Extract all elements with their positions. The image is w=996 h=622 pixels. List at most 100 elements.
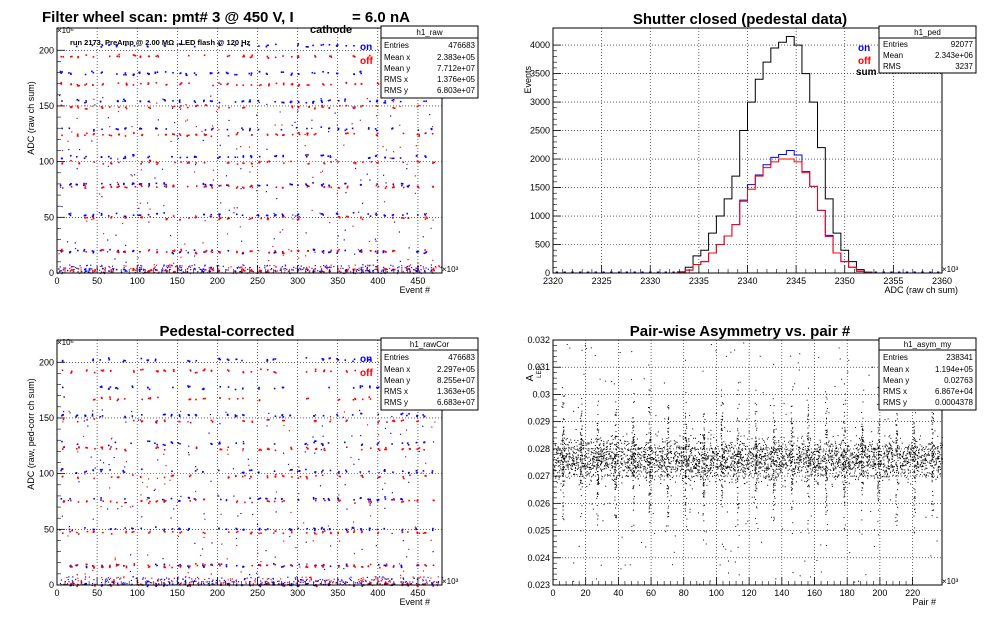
cor-point bbox=[305, 579, 308, 581]
asym-point bbox=[604, 465, 606, 467]
cor-point bbox=[196, 564, 199, 567]
asym-point bbox=[856, 456, 858, 458]
cor-point bbox=[228, 582, 230, 584]
asym-point bbox=[764, 441, 766, 443]
cor-point bbox=[88, 576, 90, 578]
cor-point bbox=[290, 528, 293, 531]
asym-point bbox=[858, 437, 860, 439]
asym-point bbox=[704, 458, 706, 460]
cor-point bbox=[400, 413, 403, 416]
raw-point bbox=[297, 85, 300, 87]
asym-point bbox=[624, 447, 626, 449]
raw-point bbox=[91, 140, 93, 142]
raw-point bbox=[76, 117, 78, 120]
raw-point bbox=[406, 212, 409, 215]
cor-point bbox=[283, 540, 285, 542]
asym-point bbox=[580, 472, 582, 474]
asym-point bbox=[757, 461, 759, 463]
raw-point bbox=[203, 251, 205, 253]
asym-point bbox=[691, 448, 693, 450]
raw-point bbox=[249, 127, 251, 130]
cor-point bbox=[359, 386, 362, 389]
raw-point bbox=[381, 269, 383, 271]
raw-point bbox=[257, 128, 260, 131]
cor-point bbox=[195, 490, 197, 493]
cor-point bbox=[305, 541, 307, 543]
asym-point bbox=[811, 458, 813, 460]
raw-point bbox=[180, 108, 182, 110]
cor-point bbox=[337, 566, 340, 568]
cor-point bbox=[317, 579, 319, 582]
raw-point bbox=[249, 128, 251, 131]
raw-point bbox=[298, 132, 300, 134]
raw-point bbox=[338, 187, 341, 189]
cor-point bbox=[295, 582, 297, 584]
raw-point bbox=[123, 265, 125, 267]
asym-point bbox=[592, 458, 594, 460]
cor-point bbox=[171, 442, 174, 444]
asym-point bbox=[692, 460, 694, 462]
raw-point bbox=[385, 149, 388, 151]
cor-point bbox=[141, 481, 144, 484]
asym-point bbox=[680, 455, 682, 457]
raw-point bbox=[194, 264, 196, 266]
raw-point bbox=[275, 214, 277, 216]
cor-point bbox=[375, 578, 377, 580]
asym-point bbox=[848, 458, 850, 460]
raw-point bbox=[312, 248, 315, 251]
raw-point bbox=[171, 155, 173, 158]
asym-point bbox=[886, 467, 888, 469]
asym-point bbox=[826, 459, 828, 461]
raw-point bbox=[406, 266, 408, 268]
asym-point bbox=[908, 444, 910, 446]
asym-point bbox=[853, 465, 855, 467]
asym-point bbox=[779, 466, 781, 468]
cor-point bbox=[92, 570, 94, 572]
cor-point bbox=[69, 565, 71, 567]
asym-point bbox=[920, 457, 922, 459]
asym-point bbox=[917, 462, 919, 464]
asym-point bbox=[725, 461, 727, 463]
cor-point bbox=[427, 576, 429, 579]
raw-point bbox=[235, 73, 238, 76]
asym-point bbox=[576, 461, 578, 463]
raw-point bbox=[179, 266, 181, 268]
cor-point bbox=[423, 441, 426, 443]
cor-point bbox=[403, 477, 405, 480]
cor-point bbox=[418, 577, 420, 579]
raw-point bbox=[321, 268, 323, 270]
cor-point bbox=[186, 585, 189, 587]
cor-point bbox=[336, 473, 338, 475]
raw-point bbox=[281, 213, 284, 216]
asym-point bbox=[741, 463, 743, 465]
cor-point bbox=[416, 500, 419, 502]
raw-point bbox=[406, 163, 408, 165]
raw-point bbox=[242, 100, 245, 102]
cor-point bbox=[303, 522, 305, 524]
cor-point bbox=[431, 426, 433, 428]
cor-point bbox=[111, 437, 113, 439]
cor-point bbox=[227, 446, 230, 449]
raw-point bbox=[384, 102, 387, 104]
asym-point bbox=[800, 453, 802, 455]
cor-point bbox=[345, 370, 348, 372]
raw-point bbox=[205, 133, 208, 136]
cor-point bbox=[104, 579, 107, 581]
cor-point bbox=[378, 420, 380, 422]
asym-point bbox=[811, 460, 813, 462]
raw-point bbox=[392, 151, 395, 153]
asym-point bbox=[841, 427, 843, 429]
cor-point bbox=[195, 447, 198, 450]
cor-point bbox=[274, 473, 277, 476]
asym-point bbox=[905, 459, 907, 461]
cor-point bbox=[416, 578, 418, 580]
cor-point bbox=[69, 497, 71, 500]
raw-point bbox=[325, 266, 327, 268]
raw-point bbox=[76, 98, 79, 101]
cor-point bbox=[101, 446, 104, 449]
cor-point bbox=[84, 415, 87, 418]
cor-point bbox=[171, 475, 174, 477]
cor-point bbox=[241, 475, 244, 478]
raw-point bbox=[210, 135, 213, 138]
raw-point bbox=[321, 213, 324, 215]
